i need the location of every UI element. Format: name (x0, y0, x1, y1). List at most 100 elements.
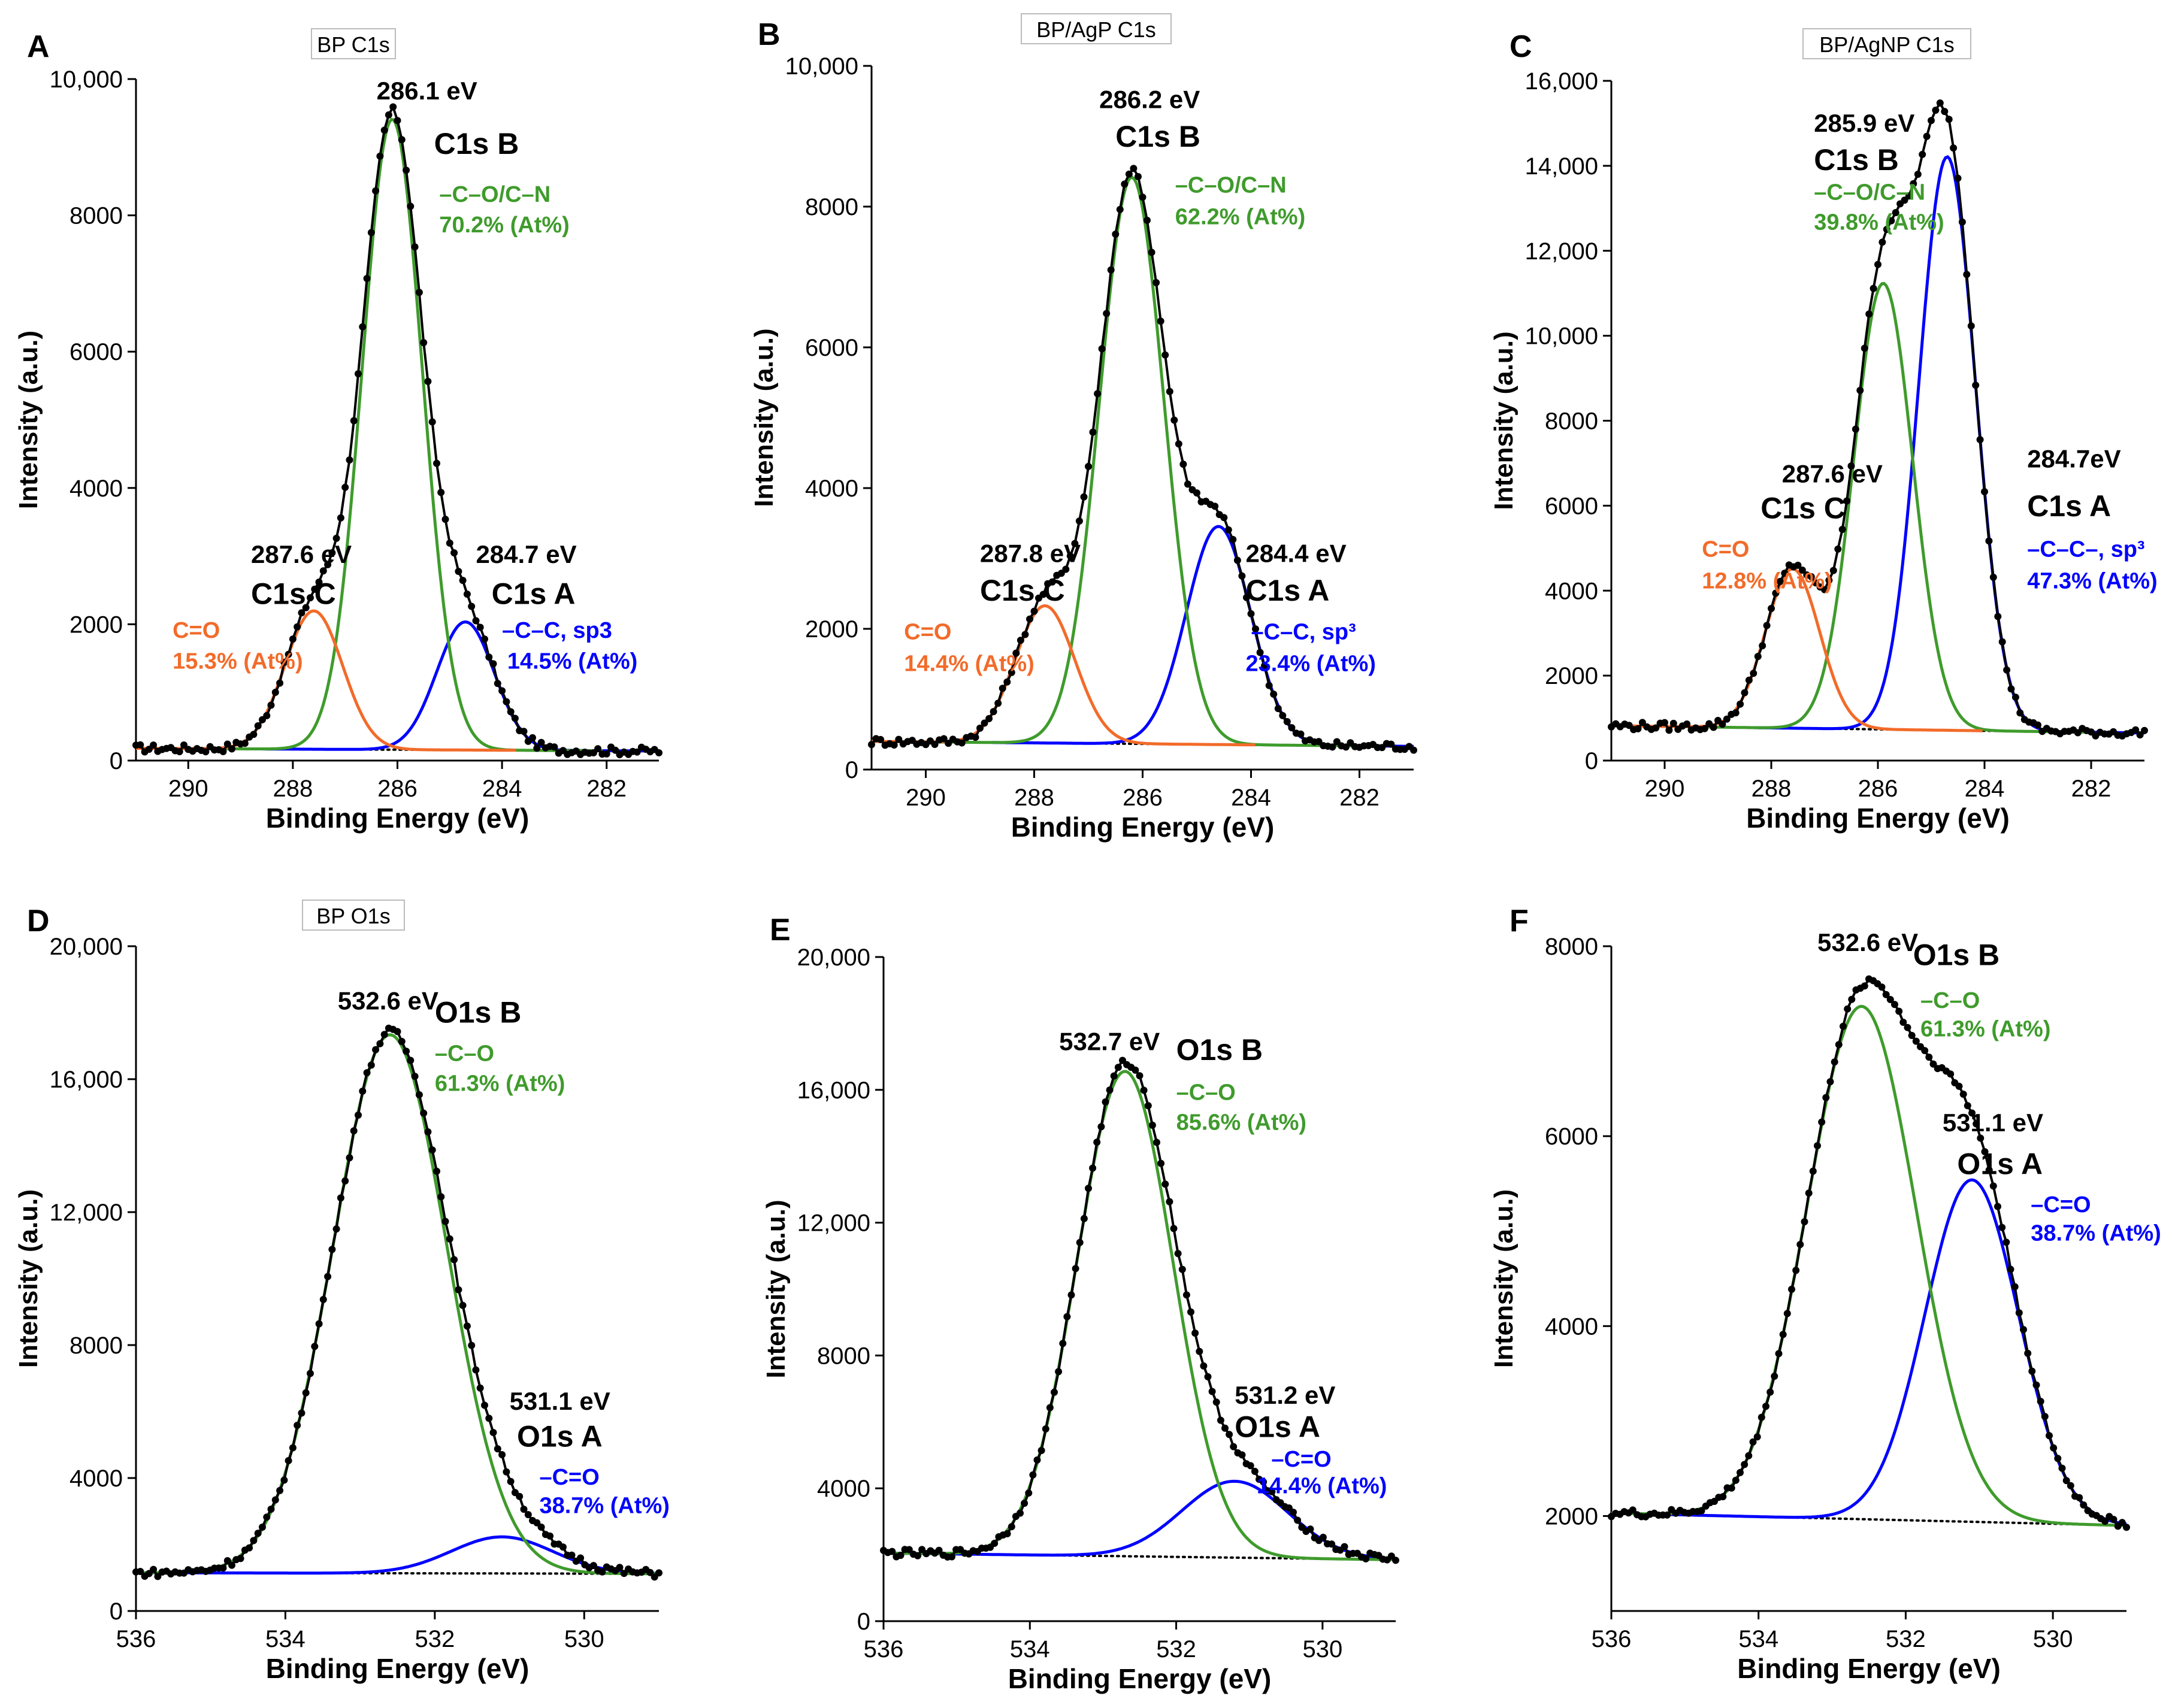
y-axis-label: Intensity (a.u.) (1489, 331, 1518, 510)
data-point (1112, 231, 1120, 238)
data-point (1814, 1142, 1821, 1150)
data-point (1772, 589, 1780, 597)
data-point (137, 1568, 144, 1575)
y-tick-label: 14,000 (1525, 153, 1598, 180)
data-point (2076, 1494, 2083, 1501)
y-tick-label: 8000 (69, 1333, 123, 1359)
y-tick-label: 16,000 (1525, 68, 1598, 95)
y-tick-label: 10,000 (785, 53, 858, 80)
annotation: –C=O (539, 1465, 599, 1490)
annotation: 531.1 eV (1943, 1109, 2043, 1137)
y-axis-label: Intensity (a.u.) (14, 331, 43, 509)
data-point (389, 103, 397, 111)
y-tick-label: 16,000 (50, 1067, 123, 1093)
data-point (1071, 540, 1079, 547)
x-tick-label: 288 (273, 776, 313, 802)
data-point (905, 1546, 913, 1553)
data-point (1947, 1070, 1955, 1078)
data-point (1805, 1189, 1813, 1197)
data-point (376, 1040, 384, 1047)
chart-title: BP/AgNP C1s (1819, 32, 1954, 57)
data-point (489, 660, 497, 668)
data-point (1954, 174, 1962, 182)
annotation: 284.4 eV (1245, 539, 1346, 567)
x-tick-label: 286 (1858, 776, 1898, 802)
data-point (376, 152, 384, 160)
data-point (1017, 1509, 1024, 1517)
data-point (137, 741, 144, 749)
data-point (1229, 535, 1237, 543)
data-point (1161, 1180, 1169, 1188)
title-box (1802, 28, 1971, 59)
annotation: 38.7% (At%) (2031, 1221, 2161, 1246)
data-point (1972, 381, 1980, 389)
data-point (498, 687, 506, 695)
data-point (219, 748, 227, 755)
data-point (990, 708, 997, 716)
data-point (1825, 577, 1833, 584)
annotation: 531.2 eV (1235, 1381, 1335, 1409)
data-point (935, 1546, 943, 1554)
data-point (1652, 724, 1660, 732)
x-axis-label: Binding Energy (eV) (266, 1653, 530, 1684)
data-point (315, 1320, 323, 1328)
annotation: C1s A (492, 577, 576, 610)
data-point (1252, 625, 1259, 633)
data-point (1870, 284, 1877, 292)
data-point (1046, 1404, 1054, 1412)
data-point (1093, 1138, 1101, 1146)
data-point (1030, 607, 1038, 615)
data-point (494, 680, 501, 688)
annotation: 286.1 eV (377, 77, 477, 105)
data-point (424, 1128, 432, 1135)
y-tick-label: 4000 (817, 1476, 870, 1502)
data-point (1950, 144, 1958, 152)
peak-c1s-b (905, 175, 1360, 747)
data-point (1771, 1373, 1778, 1380)
data-point (1260, 1478, 1268, 1486)
y-tick-label: 12,000 (797, 1210, 870, 1237)
data-point (1233, 556, 1241, 564)
data-point (1809, 1167, 1817, 1175)
data-point (450, 549, 458, 557)
annotation: 14.5% (At%) (507, 649, 638, 674)
data-point (1737, 1468, 1744, 1476)
data-point (1098, 345, 1106, 353)
x-axis-label: Binding Energy (eV) (1746, 802, 2010, 834)
data-point (1921, 1047, 1929, 1055)
data-point (1886, 996, 1894, 1003)
data-point (1230, 1443, 1238, 1450)
data-point (1989, 1182, 1997, 1190)
annotation: 70.2% (At%) (439, 213, 570, 238)
data-point (999, 685, 1006, 692)
data-point (529, 734, 536, 741)
data-point (337, 514, 344, 522)
x-tick-label: 284 (482, 776, 522, 802)
data-point (1788, 1285, 1795, 1293)
data-point (328, 1246, 336, 1253)
data-point (459, 1301, 467, 1309)
data-point (1976, 436, 1984, 444)
panel-d: D BP O1s 536 534 532 530 0 4000 8000 12,000 16,000… (14, 900, 670, 1684)
data-point (468, 1341, 476, 1349)
data-point (1781, 570, 1789, 577)
data-point (1985, 1166, 1993, 1174)
x-tick-label: 532 (415, 1626, 455, 1652)
data-point (1728, 1484, 1735, 1492)
data-point (498, 1451, 506, 1458)
data-point (1103, 310, 1111, 317)
annotation: 14.4% (At%) (904, 652, 1034, 677)
x-tick-label: 288 (1014, 785, 1054, 811)
y-tick-label: 0 (1585, 748, 1598, 774)
data-point (259, 1524, 266, 1531)
data-point (890, 741, 898, 749)
data-point (1102, 1098, 1109, 1106)
data-point (1003, 1530, 1011, 1537)
data-point (1193, 489, 1200, 497)
data-point (437, 489, 445, 496)
data-point (1887, 217, 1895, 225)
data-point (1247, 610, 1255, 617)
experimental-envelope (1610, 977, 2128, 1528)
data-point (315, 579, 323, 586)
